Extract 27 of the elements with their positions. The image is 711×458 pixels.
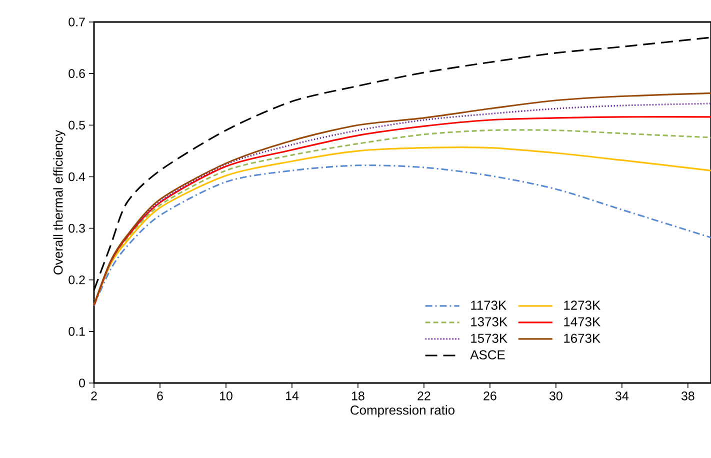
- y-tick-label: 0: [79, 378, 85, 388]
- x-tick-label: 38: [681, 392, 694, 400]
- x-tick-label: 14: [286, 392, 299, 400]
- x-tick-label: 34: [615, 392, 628, 400]
- legend-label: 1673K: [564, 334, 600, 343]
- legend-label: ASCE: [470, 350, 505, 360]
- x-tick-label: 18: [352, 392, 364, 400]
- y-tick-label: 0.5: [68, 120, 85, 130]
- legend-label: 1273K: [564, 300, 600, 310]
- legend-label: 1573K: [471, 334, 508, 343]
- x-tick-label: 22: [418, 392, 430, 400]
- x-tick-label: 2: [91, 392, 97, 400]
- y-tick-label: 0.1: [68, 327, 85, 336]
- y-tick-label: 0.4: [68, 172, 86, 182]
- y-tick-label: 0.7: [68, 18, 85, 26]
- legend-label: 1173K: [471, 300, 506, 310]
- y-tick-label: 0.3: [68, 224, 85, 233]
- y-tick-label: 0.6: [68, 69, 85, 78]
- x-tick-label: 30: [549, 392, 562, 400]
- x-tick-label: 10: [220, 392, 232, 400]
- y-axis-title: Overall thermal efficiency: [53, 130, 66, 274]
- legend-label: 1373K: [471, 317, 508, 326]
- x-tick-label: 6: [157, 392, 163, 400]
- x-axis-title: Compression ratio: [350, 405, 454, 418]
- x-tick-label: 26: [484, 392, 496, 400]
- legend-label: 1473K: [564, 317, 600, 326]
- y-tick-label: 0.2: [68, 275, 85, 284]
